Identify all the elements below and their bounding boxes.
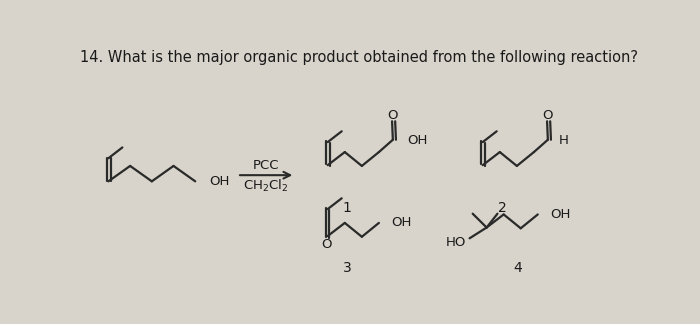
Text: 3: 3	[343, 260, 351, 274]
Text: PCC: PCC	[253, 159, 279, 172]
Text: HO: HO	[446, 237, 466, 249]
Text: OH: OH	[550, 208, 570, 221]
Text: OH: OH	[407, 134, 427, 147]
Text: 14. What is the major organic product obtained from the following reaction?: 14. What is the major organic product ob…	[80, 51, 638, 65]
Text: $\mathrm{CH_2Cl_2}$: $\mathrm{CH_2Cl_2}$	[244, 178, 289, 194]
Text: OH: OH	[209, 175, 230, 188]
Text: 2: 2	[498, 201, 507, 215]
Text: O: O	[388, 109, 398, 122]
Text: H: H	[559, 134, 568, 147]
Text: 4: 4	[513, 260, 522, 274]
Text: O: O	[542, 109, 553, 122]
Text: O: O	[322, 238, 332, 251]
Text: 1: 1	[343, 201, 351, 215]
Text: OH: OH	[391, 216, 412, 229]
